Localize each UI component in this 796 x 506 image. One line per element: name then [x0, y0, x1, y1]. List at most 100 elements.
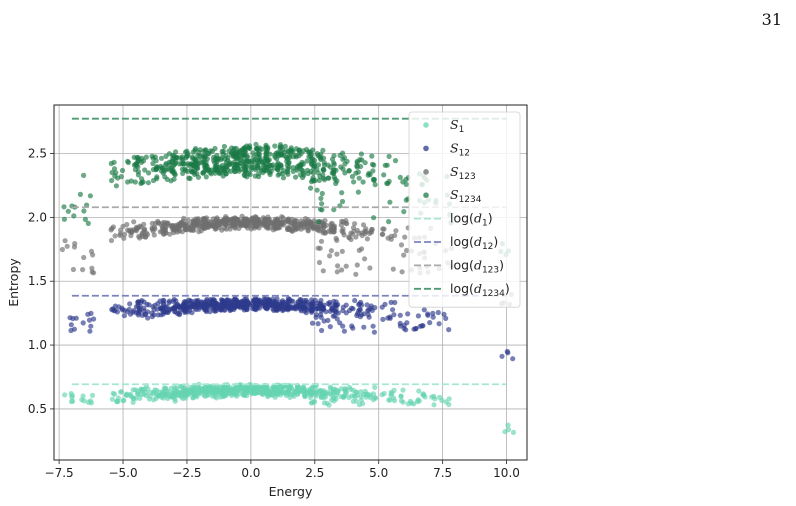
series-1234-point	[386, 219, 392, 225]
series-1-point	[151, 397, 157, 403]
series-1234-point	[321, 162, 328, 168]
series-12-point	[435, 309, 441, 316]
series-12-point	[68, 322, 74, 328]
series-1234-point	[225, 158, 231, 164]
series-12-point	[390, 307, 396, 313]
series-1234-point	[250, 150, 256, 156]
series-123-point	[353, 271, 359, 277]
series-1234-point	[135, 164, 141, 170]
series-123-point	[341, 232, 347, 238]
series-1-point	[329, 397, 335, 403]
x-axis-ticks: −7.5 −5.0 −2.5 0.0 2.5 5.0 7.5 10.0	[45, 460, 520, 480]
series-1234-point	[320, 147, 326, 153]
series-12-point	[161, 305, 167, 311]
series-12-point	[327, 324, 333, 330]
series-1-point	[400, 399, 406, 405]
series-1-point	[120, 398, 126, 404]
series-1234-point	[241, 159, 247, 165]
series-123-point	[343, 218, 349, 224]
series-1-point	[431, 402, 437, 408]
series-1234-point	[219, 162, 225, 169]
series-1234-point	[113, 183, 119, 189]
series-123-point	[64, 243, 70, 249]
series-1234-point	[384, 162, 390, 168]
series-123-point	[367, 265, 373, 271]
series-1-point	[147, 393, 153, 399]
series-1-point	[170, 394, 176, 400]
series-123-point	[349, 231, 355, 237]
series-123-point	[252, 218, 258, 224]
series-123-point	[277, 219, 283, 225]
legend-label: log(d12)	[450, 234, 498, 252]
series-1234-point	[225, 167, 231, 173]
series-1234-point	[152, 154, 158, 160]
series-12-point	[369, 307, 375, 313]
series-1234-point	[263, 168, 269, 174]
series-123-point	[380, 231, 386, 237]
series-1234-point	[315, 170, 321, 176]
series-1-point	[333, 396, 339, 402]
series-1-point	[87, 398, 94, 404]
series-12-point	[403, 327, 409, 333]
legend: S1 S12 S123 S1234 log(d1) log(d12) log(d123) lo…	[408, 111, 521, 308]
series-12-point	[325, 300, 331, 307]
series-1-point	[342, 388, 348, 394]
series-123-point	[118, 227, 124, 233]
series-123-point	[205, 224, 211, 230]
series-1234-point	[360, 179, 366, 185]
series-12-point	[70, 315, 76, 322]
series-1234-point	[229, 145, 235, 151]
series-1-point	[319, 390, 325, 396]
series-12-point	[380, 316, 386, 322]
series-1-point	[130, 399, 136, 405]
legend-marker	[423, 122, 429, 128]
series-1234-point	[186, 175, 192, 181]
series-1234-point	[293, 174, 299, 180]
series-1-point	[232, 389, 238, 395]
y-tick-label: 0.5	[28, 402, 47, 416]
series-12-point	[88, 323, 94, 329]
series-1-point	[446, 396, 452, 402]
series-1234-point	[315, 162, 322, 168]
series-12-point	[425, 312, 431, 318]
series-1234-point	[158, 155, 165, 161]
series-12-point	[391, 312, 397, 318]
series-1-point	[185, 391, 191, 397]
series-123-point	[177, 222, 183, 228]
series-1234-point	[278, 144, 284, 150]
series-12-point	[207, 309, 213, 315]
series-123-point	[318, 238, 325, 244]
series-1-point	[69, 393, 75, 399]
series-1234-point	[254, 162, 260, 169]
series-1234-point	[296, 149, 302, 155]
series-123-point	[231, 221, 237, 227]
series-123-point	[234, 217, 240, 223]
series-123-point	[327, 253, 333, 259]
series-1234-point	[246, 145, 252, 151]
series-123-point	[352, 221, 358, 227]
series-1-point	[155, 393, 161, 399]
series-123-point	[137, 223, 143, 229]
series-1234-point	[285, 171, 291, 177]
series-1234-point	[309, 162, 315, 168]
series-1-point	[349, 393, 355, 399]
series-123-point	[320, 268, 326, 274]
series-123-point	[401, 252, 407, 258]
series-12-point	[341, 328, 347, 334]
series-1234-point	[371, 215, 377, 221]
series-12-point	[443, 315, 449, 321]
series-12-point	[155, 312, 161, 318]
series-123-point	[326, 228, 332, 234]
series-123-point	[221, 217, 227, 223]
series-1234-point	[280, 168, 286, 174]
legend-label: log(d1234)	[450, 281, 510, 299]
series-123-point	[298, 218, 304, 224]
series-1234-point	[339, 190, 345, 196]
series-12-point	[352, 297, 358, 304]
series-1-point	[281, 384, 287, 390]
series-12-point	[319, 327, 325, 334]
series-1234-point	[403, 181, 409, 187]
series-123-point	[222, 221, 228, 227]
series-1-point	[236, 387, 242, 393]
series-1234-point	[200, 170, 206, 176]
